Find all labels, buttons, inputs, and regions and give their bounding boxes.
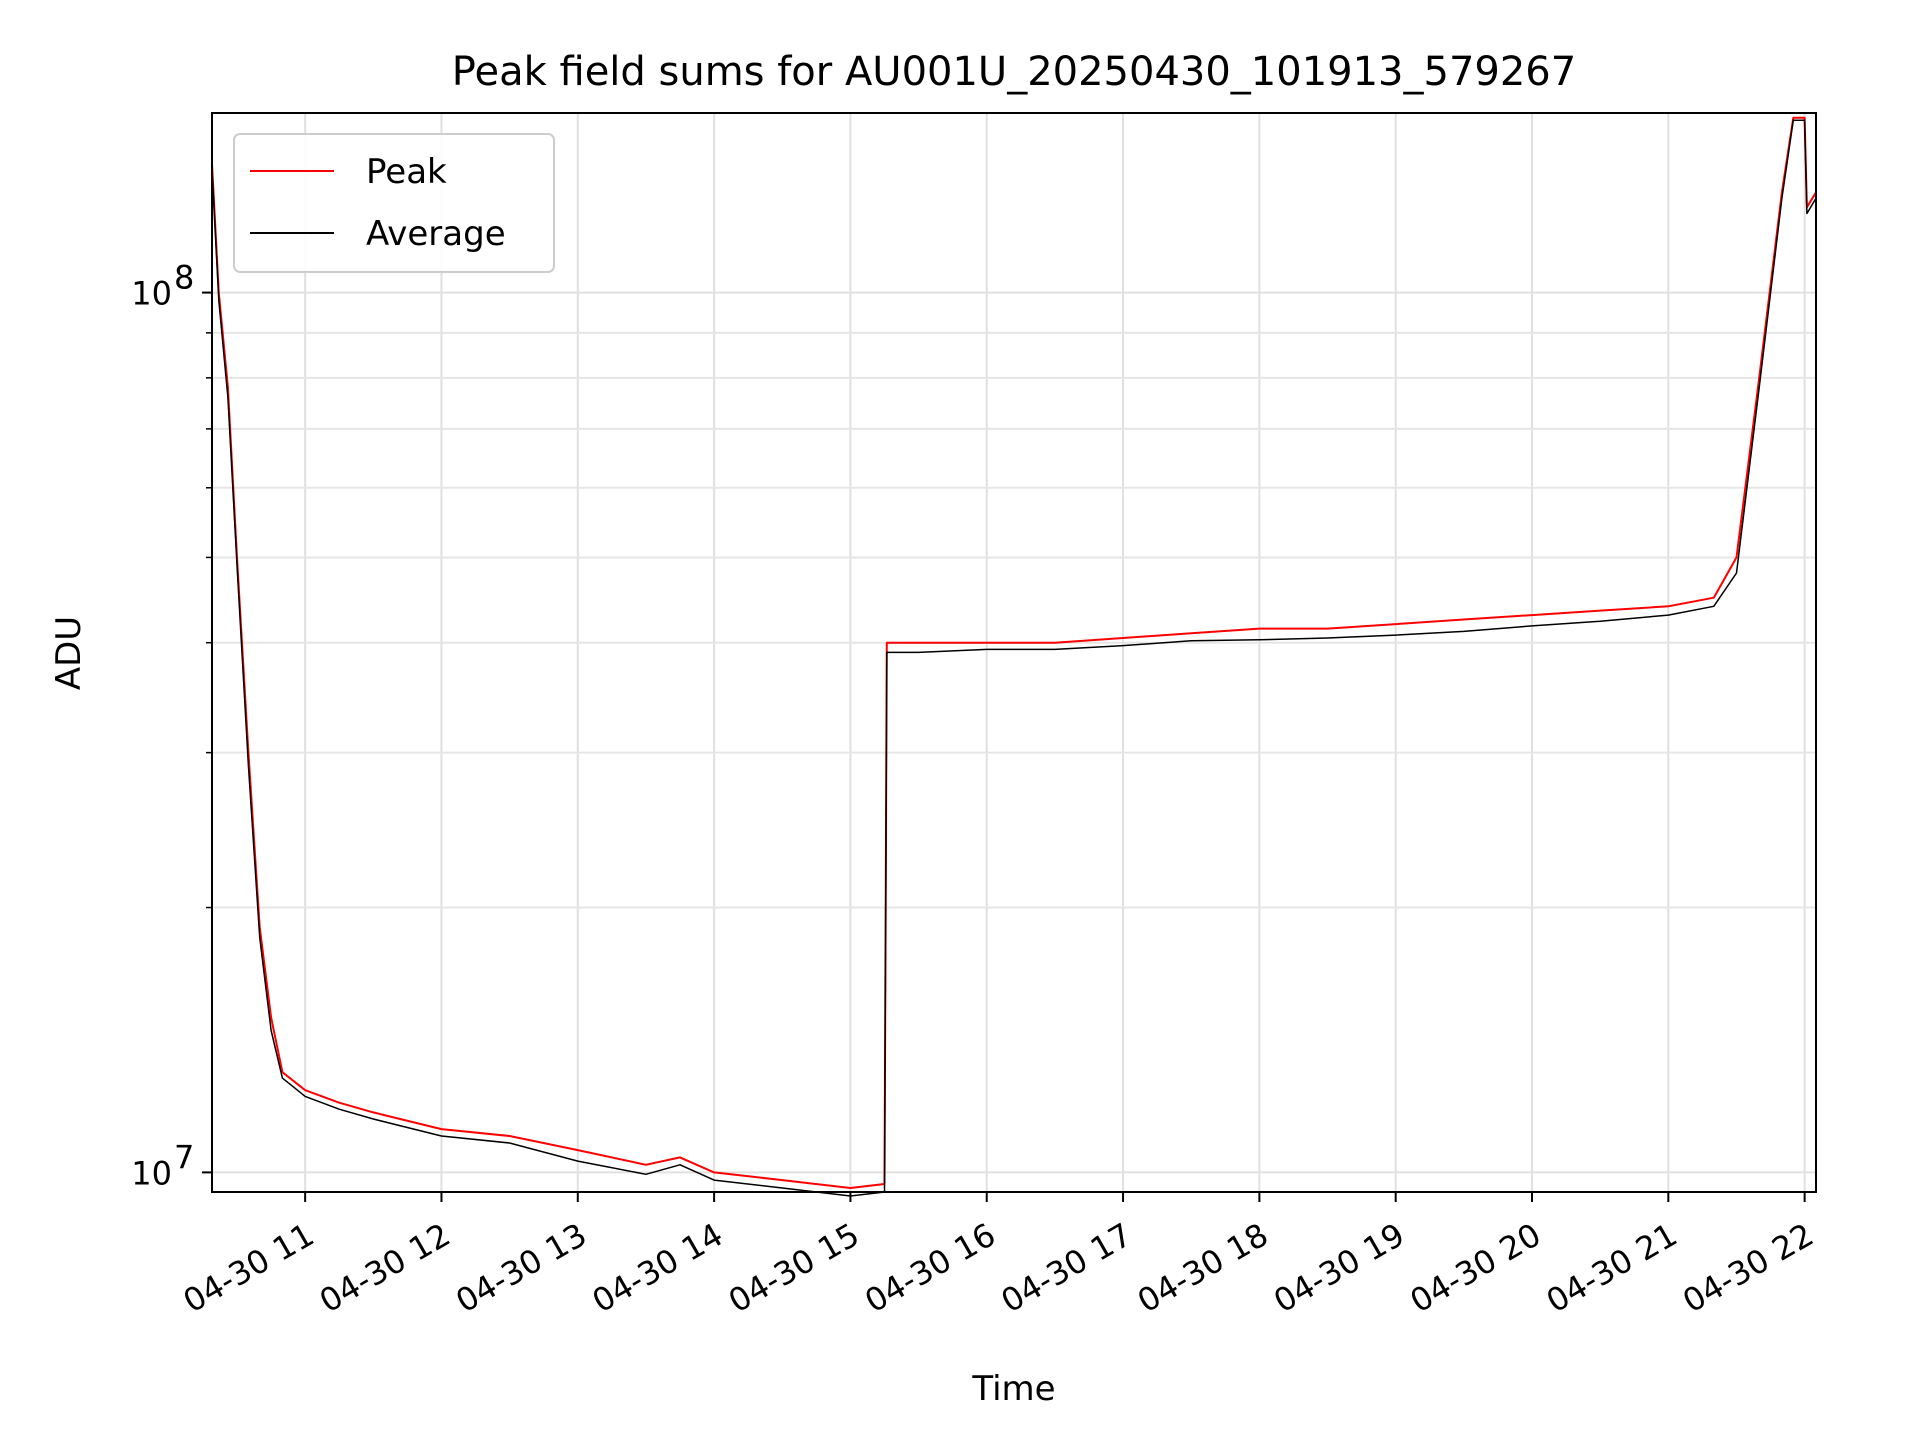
- series-line-peak: [211, 116, 1817, 1189]
- legend-box: [233, 133, 555, 273]
- legend-label-peak: Peak: [366, 152, 447, 192]
- chart-title: Peak field sums for AU001U_20250430_1019…: [452, 49, 1576, 95]
- y-tick-label: 10: [131, 1154, 172, 1192]
- y-axis-label: ADU: [49, 616, 89, 690]
- grid: [212, 113, 1816, 1192]
- series-line-average: [211, 119, 1817, 1197]
- legend: Peak Average: [233, 133, 555, 273]
- legend-label-average: Average: [366, 214, 506, 254]
- y-tick-exponent: 7: [174, 1138, 194, 1176]
- x-axis-label: Time: [971, 1369, 1055, 1409]
- plot-frame: [211, 112, 1817, 1193]
- y-tick-label: 10: [131, 275, 172, 313]
- series-layer: [211, 116, 1817, 1197]
- y-tick-exponent: 8: [174, 259, 194, 297]
